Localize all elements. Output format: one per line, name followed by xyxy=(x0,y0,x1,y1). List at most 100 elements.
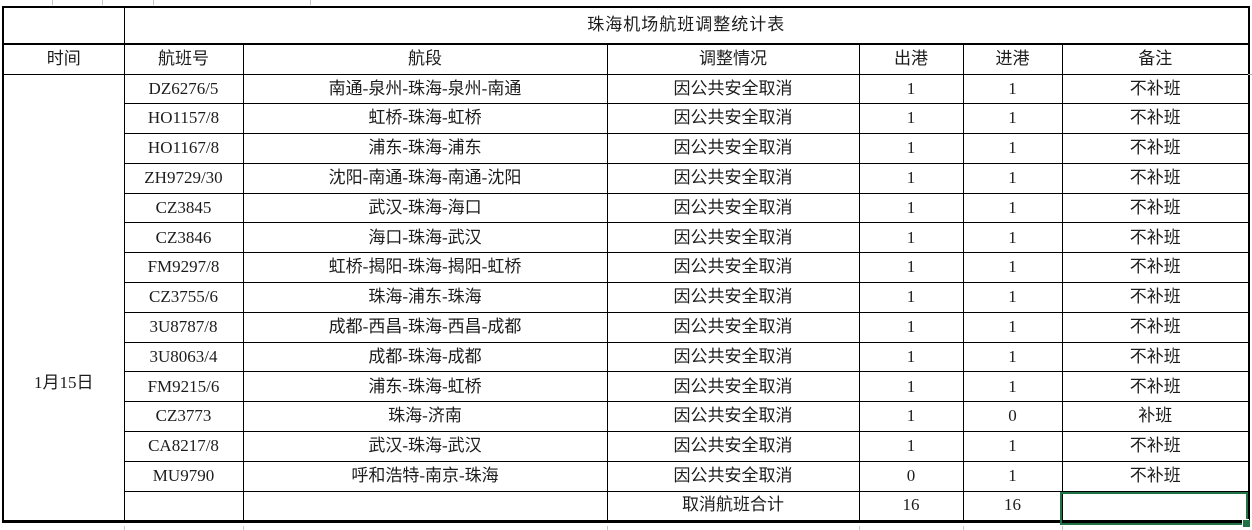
fill-handle[interactable] xyxy=(1243,520,1250,527)
flight-number-cell[interactable]: CA8217/8 xyxy=(123,431,244,462)
total-remark-cell-selected[interactable] xyxy=(1061,490,1250,522)
total-segment-cell[interactable] xyxy=(242,490,608,522)
departure-count-cell[interactable]: 1 xyxy=(858,133,964,164)
flight-number-cell[interactable]: CZ3845 xyxy=(123,192,244,224)
active-cell-selection-border[interactable] xyxy=(1060,492,1250,527)
flight-number-cell[interactable]: ZH9729/30 xyxy=(123,162,244,194)
remark-cell[interactable]: 不补班 xyxy=(1061,282,1250,313)
departure-count-cell[interactable]: 1 xyxy=(858,252,964,284)
header-departure[interactable]: 出港 xyxy=(858,43,964,75)
segment-cell[interactable]: 珠海-济南 xyxy=(242,401,608,433)
departure-count-cell[interactable]: 1 xyxy=(858,73,964,105)
adjustment-cell[interactable]: 因公共安全取消 xyxy=(606,162,860,194)
segment-cell[interactable]: 成都-西昌-珠海-西昌-成都 xyxy=(242,311,608,343)
remark-cell[interactable]: 不补班 xyxy=(1061,371,1250,403)
arrival-count-cell[interactable]: 0 xyxy=(962,401,1063,433)
segment-cell[interactable]: 浦东-珠海-虹桥 xyxy=(242,371,608,403)
header-segment[interactable]: 航段 xyxy=(242,43,608,75)
remark-cell[interactable]: 补班 xyxy=(1061,401,1250,433)
flight-number-cell[interactable]: CZ3846 xyxy=(123,222,244,254)
arrival-count-cell[interactable]: 1 xyxy=(962,371,1063,403)
remark-cell[interactable]: 不补班 xyxy=(1061,103,1250,135)
flight-number-cell[interactable]: 3U8063/4 xyxy=(123,341,244,373)
adjustment-cell[interactable]: 因公共安全取消 xyxy=(606,192,860,224)
segment-cell[interactable]: 虹桥-珠海-虹桥 xyxy=(242,103,608,135)
departure-count-cell[interactable]: 1 xyxy=(858,192,964,224)
adjustment-cell[interactable]: 因公共安全取消 xyxy=(606,103,860,135)
remark-cell[interactable]: 不补班 xyxy=(1061,431,1250,462)
remark-cell[interactable]: 不补班 xyxy=(1061,341,1250,373)
header-arrival[interactable]: 进港 xyxy=(962,43,1063,75)
remark-cell[interactable]: 不补班 xyxy=(1061,222,1250,254)
arrival-count-cell[interactable]: 1 xyxy=(962,460,1063,492)
departure-count-cell[interactable]: 1 xyxy=(858,222,964,254)
time-merged-cell[interactable]: 1月15日 xyxy=(2,73,125,522)
adjustment-cell[interactable]: 因公共安全取消 xyxy=(606,282,860,313)
adjustment-cell[interactable]: 因公共安全取消 xyxy=(606,252,860,284)
segment-cell[interactable]: 沈阳-南通-珠海-南通-沈阳 xyxy=(242,162,608,194)
segment-cell[interactable]: 浦东-珠海-浦东 xyxy=(242,133,608,164)
adjustment-cell[interactable]: 因公共安全取消 xyxy=(606,311,860,343)
segment-cell[interactable]: 虹桥-揭阳-珠海-揭阳-虹桥 xyxy=(242,252,608,284)
total-departure-cell[interactable]: 16 xyxy=(858,490,964,522)
adjustment-cell[interactable]: 因公共安全取消 xyxy=(606,341,860,373)
title-left-empty-cell[interactable] xyxy=(2,6,125,45)
adjustment-cell[interactable]: 因公共安全取消 xyxy=(606,222,860,254)
flight-number-cell[interactable]: CZ3773 xyxy=(123,401,244,433)
arrival-count-cell[interactable]: 1 xyxy=(962,311,1063,343)
segment-cell[interactable]: 海口-珠海-武汉 xyxy=(242,222,608,254)
header-adjustment[interactable]: 调整情况 xyxy=(606,43,860,75)
arrival-count-cell[interactable]: 1 xyxy=(962,252,1063,284)
flight-number-cell[interactable]: DZ6276/5 xyxy=(123,73,244,105)
departure-count-cell[interactable]: 1 xyxy=(858,401,964,433)
adjustment-cell[interactable]: 因公共安全取消 xyxy=(606,431,860,462)
header-time[interactable]: 时间 xyxy=(2,43,125,75)
remark-cell[interactable]: 不补班 xyxy=(1061,252,1250,284)
arrival-count-cell[interactable]: 1 xyxy=(962,162,1063,194)
adjustment-cell[interactable]: 因公共安全取消 xyxy=(606,460,860,492)
header-flight-no[interactable]: 航班号 xyxy=(123,43,244,75)
departure-count-cell[interactable]: 1 xyxy=(858,371,964,403)
remark-cell[interactable]: 不补班 xyxy=(1061,192,1250,224)
remark-cell[interactable]: 不补班 xyxy=(1061,162,1250,194)
remark-cell[interactable]: 不补班 xyxy=(1061,311,1250,343)
arrival-count-cell[interactable]: 1 xyxy=(962,222,1063,254)
flight-number-cell[interactable]: HO1157/8 xyxy=(123,103,244,135)
total-label-cell[interactable]: 取消航班合计 xyxy=(606,490,860,522)
flight-number-cell[interactable]: CZ3755/6 xyxy=(123,282,244,313)
segment-cell[interactable]: 珠海-浦东-珠海 xyxy=(242,282,608,313)
adjustment-cell[interactable]: 因公共安全取消 xyxy=(606,401,860,433)
arrival-count-cell[interactable]: 1 xyxy=(962,341,1063,373)
adjustment-cell[interactable]: 因公共安全取消 xyxy=(606,371,860,403)
departure-count-cell[interactable]: 1 xyxy=(858,162,964,194)
adjustment-cell[interactable]: 因公共安全取消 xyxy=(606,133,860,164)
flight-number-cell[interactable]: FM9215/6 xyxy=(123,371,244,403)
remark-cell[interactable]: 不补班 xyxy=(1061,460,1250,492)
arrival-count-cell[interactable]: 1 xyxy=(962,133,1063,164)
departure-count-cell[interactable]: 1 xyxy=(858,103,964,135)
total-flight-no-cell[interactable] xyxy=(123,490,244,522)
arrival-count-cell[interactable]: 1 xyxy=(962,431,1063,462)
segment-cell[interactable]: 南通-泉州-珠海-泉州-南通 xyxy=(242,73,608,105)
flight-number-cell[interactable]: FM9297/8 xyxy=(123,252,244,284)
segment-cell[interactable]: 呼和浩特-南京-珠海 xyxy=(242,460,608,492)
arrival-count-cell[interactable]: 1 xyxy=(962,282,1063,313)
arrival-count-cell[interactable]: 1 xyxy=(962,192,1063,224)
departure-count-cell[interactable]: 1 xyxy=(858,311,964,343)
departure-count-cell[interactable]: 1 xyxy=(858,431,964,462)
header-remark[interactable]: 备注 xyxy=(1061,43,1250,75)
segment-cell[interactable]: 武汉-珠海-海口 xyxy=(242,192,608,224)
flight-number-cell[interactable]: MU9790 xyxy=(123,460,244,492)
segment-cell[interactable]: 成都-珠海-成都 xyxy=(242,341,608,373)
departure-count-cell[interactable]: 1 xyxy=(858,282,964,313)
adjustment-cell[interactable]: 因公共安全取消 xyxy=(606,73,860,105)
table-title[interactable]: 珠海机场航班调整统计表 xyxy=(123,6,1250,45)
arrival-count-cell[interactable]: 1 xyxy=(962,103,1063,135)
flight-number-cell[interactable]: 3U8787/8 xyxy=(123,311,244,343)
remark-cell[interactable]: 不补班 xyxy=(1061,73,1250,105)
departure-count-cell[interactable]: 1 xyxy=(858,341,964,373)
departure-count-cell[interactable]: 0 xyxy=(858,460,964,492)
remark-cell[interactable]: 不补班 xyxy=(1061,133,1250,164)
segment-cell[interactable]: 武汉-珠海-武汉 xyxy=(242,431,608,462)
arrival-count-cell[interactable]: 1 xyxy=(962,73,1063,105)
